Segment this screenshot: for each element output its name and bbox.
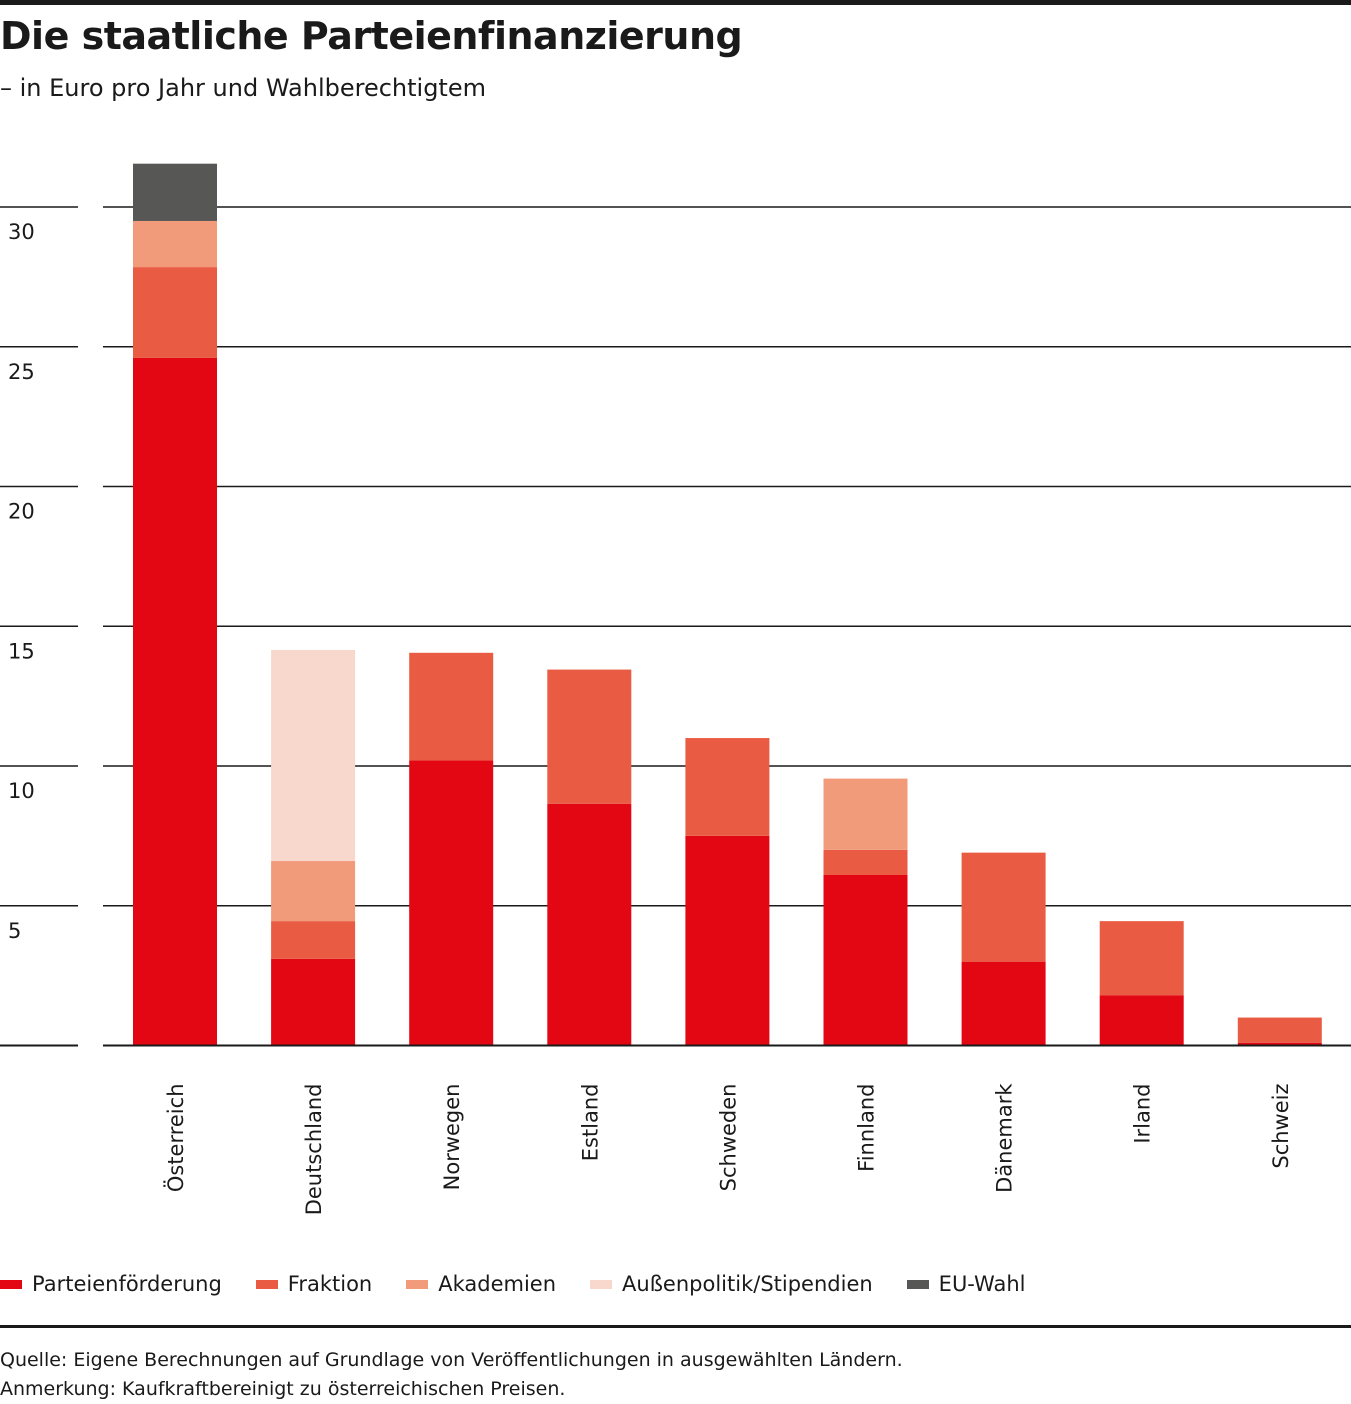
bar-segment	[961, 961, 1046, 1046]
chart-legend: Parteienförderung Fraktion Akademien Außenp…	[0, 1268, 1059, 1300]
legend-item: EU-Wahl	[906, 1272, 1026, 1296]
bar-segment	[1099, 921, 1184, 996]
bottom-rule	[0, 1325, 1351, 1328]
x-tick-label: Finnland	[855, 1084, 879, 1172]
x-tick-label: Norwegen	[440, 1084, 464, 1191]
legend-label: Akademien	[438, 1272, 557, 1296]
legend-label: Fraktion	[287, 1272, 373, 1296]
legend-item: Außenpolitik/Stipendien	[590, 1272, 873, 1296]
bar-segment	[271, 650, 356, 862]
legend-swatch	[255, 1279, 278, 1289]
x-tick-label: Deutschland	[302, 1084, 326, 1216]
source-note: Quelle: Eigene Berechnungen auf Grundlag…	[0, 1349, 903, 1400]
bar-segment	[961, 852, 1046, 962]
top-rule	[0, 0, 1351, 5]
y-tick-label: 5	[8, 919, 21, 943]
x-tick-label: Irland	[1131, 1084, 1155, 1144]
x-tick-label: Schweden	[716, 1084, 740, 1192]
legend-item: Parteienförderung	[0, 1272, 222, 1296]
legend-swatch	[406, 1279, 429, 1289]
bar-segment	[271, 861, 356, 922]
chart-subtitle: – in Euro pro Jahr und Wahlberechtigtem	[0, 74, 486, 102]
bar-chart: 5 10 15 20 25 30 Österreich Deutschland Norwegen…	[0, 163, 1351, 1216]
bar-segment	[1237, 1042, 1322, 1046]
legend-swatch	[0, 1279, 22, 1289]
bar-segment	[409, 652, 494, 761]
legend-swatch	[590, 1279, 613, 1289]
legend-item: Fraktion	[255, 1272, 373, 1296]
bar-segment	[547, 803, 632, 1046]
legend-label: Parteienförderung	[32, 1272, 222, 1296]
legend-label: Außenpolitik/Stipendien	[622, 1272, 873, 1296]
bar-segment	[823, 778, 908, 850]
y-tick-label: 20	[8, 500, 35, 524]
legend-label: EU-Wahl	[938, 1272, 1026, 1296]
bar-segment	[133, 267, 217, 358]
bar-segment	[133, 220, 217, 268]
x-tick-label: Österreich	[163, 1084, 188, 1193]
bar-segment	[133, 163, 217, 221]
bar-segment	[409, 760, 494, 1046]
bar-segment	[1237, 1017, 1322, 1043]
bar-segment	[271, 921, 356, 959]
legend-item: Akademien	[406, 1272, 556, 1296]
y-tick-label: 25	[8, 360, 35, 384]
y-tick-label: 30	[8, 220, 35, 244]
chart-title: Die staatliche Parteienfinanzierung	[0, 14, 743, 58]
bar-segment	[271, 958, 356, 1046]
bar-segment	[685, 835, 770, 1046]
x-tick-label: Schweiz	[1269, 1084, 1293, 1169]
y-tick-label: 15	[8, 639, 35, 663]
y-tick-label: 10	[8, 779, 35, 803]
bar-segment	[133, 357, 217, 1046]
bar-segment	[547, 669, 632, 804]
bar-segment	[823, 875, 908, 1046]
bar-segment	[823, 849, 908, 876]
legend-swatch	[906, 1279, 929, 1289]
x-tick-label: Estland	[578, 1084, 602, 1162]
bar-segment	[1099, 995, 1184, 1046]
x-tick-label: Dänemark	[993, 1083, 1017, 1193]
bar-segment	[685, 738, 770, 836]
